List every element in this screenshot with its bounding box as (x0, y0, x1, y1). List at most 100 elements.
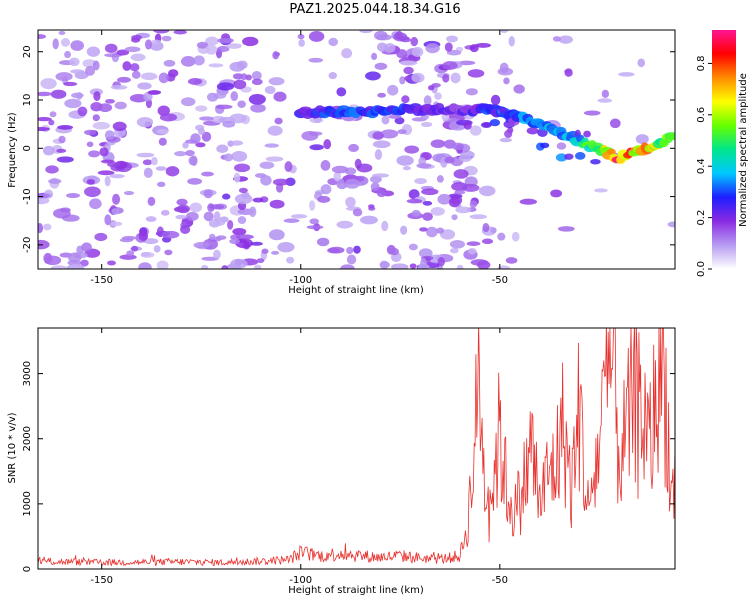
spectrogram-noise-cell (226, 43, 242, 49)
spectrogram-noise-cell (153, 245, 161, 253)
spectrogram-noise-cell (143, 238, 159, 245)
spectrogram-noise-cell (469, 200, 478, 208)
spectrogram-y-tick-label: -10 (22, 188, 33, 204)
spectrogram-signal-cell (489, 118, 501, 127)
spectrogram-noise-cell (396, 49, 408, 59)
spectrogram-noise-cell (237, 100, 246, 108)
spectrogram-noise-cell (341, 48, 353, 59)
spectrogram-noise-cell (185, 149, 195, 157)
spectrogram-noise-cell (161, 35, 172, 42)
spectrogram-noise-cell (86, 46, 101, 57)
spectrogram-noise-cell (505, 257, 518, 264)
spectrogram-noise-cell (308, 31, 325, 42)
spectrogram-noise-cell (138, 262, 152, 269)
spectrogram-noise-cell (105, 98, 115, 104)
spectrogram-noise-cell (359, 30, 373, 34)
spectrogram-noise-cell (215, 235, 227, 240)
spectrogram-noise-cell (189, 202, 202, 213)
spectrogram-noise-cell (268, 229, 285, 241)
spectrogram-noise-cell (490, 227, 497, 234)
spectrogram-noise-cell (104, 214, 112, 226)
spectrogram-noise-cell (376, 190, 387, 198)
spectrogram-noise-cell (67, 252, 82, 263)
spectrogram-noise-cell (245, 74, 252, 81)
spectrogram-noise-cell (365, 71, 381, 81)
spectrogram-noise-cell (52, 38, 59, 50)
spectrogram-x-axis-label: Height of straight line (km) (288, 285, 424, 296)
spectrogram-noise-cell (395, 30, 403, 40)
spectrogram-noise-cell (558, 35, 573, 44)
spectrogram-noise-cell (297, 34, 305, 40)
spectrogram-noise-cell (379, 261, 390, 269)
spectrogram-noise-cell (158, 72, 169, 84)
spectrogram-noise-cell (155, 166, 167, 171)
spectrogram-noise-cell (264, 143, 279, 148)
spectrogram-noise-cell (469, 125, 482, 136)
spectrogram-noise-cell (409, 263, 417, 269)
spectrogram-noise-cell (467, 69, 485, 78)
spectrogram-noise-cell (250, 103, 266, 113)
spectrogram-noise-cell (213, 211, 221, 222)
spectrogram-noise-cell (442, 74, 450, 83)
spectrogram-noise-cell (104, 43, 118, 54)
spectrogram-noise-cell (317, 195, 331, 203)
spectrogram-noise-cell (190, 133, 201, 144)
spectrogram-noise-cell (320, 184, 332, 195)
snr-series-line (38, 328, 675, 567)
spectrogram-signal-cell (564, 153, 574, 160)
spectrogram-noise-cell (455, 206, 472, 214)
spectrogram-noise-cell (143, 167, 153, 179)
spectrogram-noise-cell (251, 70, 262, 81)
spectrogram-noise-cell (44, 255, 62, 266)
spectrogram-noise-cell (425, 43, 440, 54)
spectrogram-noise-cell (221, 265, 229, 269)
spectrogram-noise-cell (236, 60, 248, 70)
spectrogram-noise-cell (215, 104, 233, 110)
spectrogram-noise-cell (76, 92, 83, 100)
spectrogram-noise-cell (160, 209, 170, 216)
spectrogram-noise-cell (248, 93, 266, 105)
snr-y-tick-label: 3000 (22, 361, 33, 386)
snr-x-tick-label: -150 (90, 575, 113, 586)
spectrogram-noise-cell (140, 252, 155, 258)
spectrogram-noise-cell (396, 155, 414, 166)
spectrogram-noise-cell (70, 263, 80, 269)
chart-title: PAZ1.2025.044.18.34.G16 (289, 2, 461, 17)
spectrogram-noise-cell (583, 110, 601, 116)
snr-frame (37, 327, 676, 570)
spectrogram-noise-cell (176, 204, 190, 214)
spectrogram-noise-cell (268, 77, 285, 86)
spectrogram-noise-cell (399, 60, 418, 66)
spectrogram-noise-cell (372, 140, 391, 149)
spectrogram-noise-cell (180, 97, 196, 107)
colorbar: 0.0 0.2 0.4 0.6 0.8 Normalized spectral ampl… (696, 30, 749, 277)
spectrogram-noise-cell (404, 76, 411, 81)
spectrogram-noise-cell (453, 169, 469, 179)
spectrogram-y-tick-label: -20 (22, 237, 33, 253)
spectrogram-signal-cell (463, 121, 472, 130)
spectrogram-noise-cell (564, 68, 573, 77)
spectrogram-noise-cell (416, 162, 432, 169)
spectrogram-noise-cell (346, 254, 357, 265)
spectrogram-noise-cell (77, 106, 88, 117)
spectrogram-noise-cell (190, 155, 198, 166)
spectrogram-noise-cell (403, 66, 414, 75)
spectrogram-noise-cell (174, 151, 187, 157)
spectrogram-noise-cell (252, 197, 264, 203)
spectrogram-noise-cell (333, 171, 341, 182)
spectrogram-noise-cell (497, 265, 511, 269)
spectrogram-noise-cell (401, 95, 410, 104)
spectrogram-noise-cell (422, 212, 433, 221)
spectrogram-signal-cell (606, 148, 616, 156)
spectrogram-noise-cell (308, 57, 323, 63)
spectrogram-signal-cell (583, 130, 591, 138)
spectrogram-noise-cell (408, 189, 420, 200)
spectrogram-noise-cell (499, 62, 509, 74)
spectrogram-noise-cell (374, 149, 383, 160)
spectrogram-noise-cell (390, 263, 409, 269)
spectrogram-noise-cell (242, 36, 259, 47)
spectrogram-noise-cell (459, 154, 472, 163)
spectrogram-noise-cell (597, 98, 613, 103)
spectrogram-noise-cell (440, 229, 456, 240)
spectrogram-noise-cell (131, 34, 143, 41)
